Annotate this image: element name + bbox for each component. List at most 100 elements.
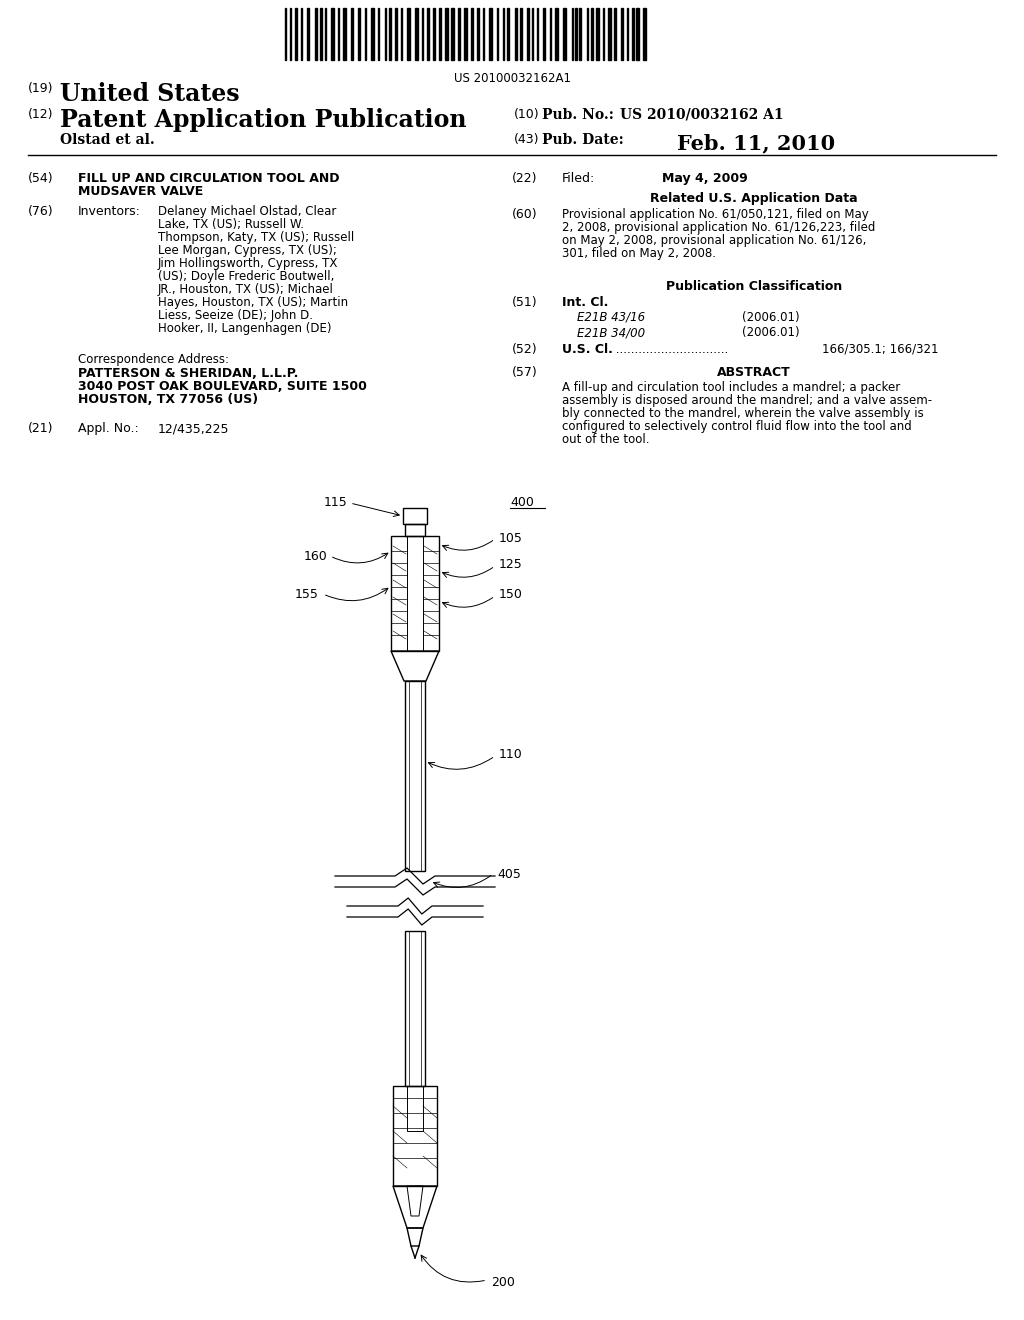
Text: (21): (21) [28,422,53,436]
Bar [580,8,582,59]
Bar [422,8,423,59]
Bar [464,8,467,59]
Bar [445,8,447,59]
Text: Publication Classification: Publication Classification [666,280,842,293]
Text: Filed:: Filed: [562,172,595,185]
Text: 400: 400 [510,496,534,510]
Text: 166/305.1; 166/321: 166/305.1; 166/321 [822,343,939,356]
Text: Related U.S. Application Data: Related U.S. Application Data [650,191,858,205]
Text: Liess, Seeize (DE); John D.: Liess, Seeize (DE); John D. [158,309,313,322]
Bar [608,8,610,59]
Text: Int. Cl.: Int. Cl. [562,296,608,309]
Bar [613,8,616,59]
Text: Pub. Date:: Pub. Date: [542,133,624,147]
Bar [602,8,604,59]
Text: 2, 2008, provisional application No. 61/126,223, filed: 2, 2008, provisional application No. 61/… [562,220,876,234]
Bar [393,1086,437,1185]
Bar [489,8,492,59]
Bar [406,931,425,1086]
Bar [477,8,479,59]
Bar [357,8,359,59]
Text: ABSTRACT: ABSTRACT [717,366,791,379]
Bar [389,8,391,59]
Text: (2006.01): (2006.01) [742,326,800,339]
Text: 115: 115 [324,495,347,508]
Text: PATTERSON & SHERIDAN, L.L.P.: PATTERSON & SHERIDAN, L.L.P. [78,367,298,380]
Text: (12): (12) [28,108,53,121]
Text: (US); Doyle Frederic Boutwell,: (US); Doyle Frederic Boutwell, [158,271,335,282]
Text: 125: 125 [499,558,522,572]
Bar [562,8,565,59]
Bar [636,8,639,59]
Bar [575,8,577,59]
Bar [643,8,646,59]
Text: United States: United States [60,82,240,106]
Text: HOUSTON, TX 77056 (US): HOUSTON, TX 77056 (US) [78,393,258,407]
Bar [295,8,297,59]
Bar [458,8,460,59]
Text: Hayes, Houston, TX (US); Martin: Hayes, Houston, TX (US); Martin [158,296,348,309]
Bar [415,8,418,59]
Text: configured to selectively control fluid flow into the tool and: configured to selectively control fluid … [562,420,911,433]
Bar [527,8,529,59]
Text: US 2010/0032162 A1: US 2010/0032162 A1 [620,108,783,121]
Text: A fill-up and circulation tool includes a mandrel; a packer: A fill-up and circulation tool includes … [562,381,900,393]
Text: Correspondence Address:: Correspondence Address: [78,352,229,366]
Text: (57): (57) [512,366,538,379]
Text: 110: 110 [499,748,522,762]
Bar [555,8,558,59]
Text: Jim Hollingsworth, Cypress, TX: Jim Hollingsworth, Cypress, TX [158,257,338,271]
Text: Lake, TX (US); Russell W.: Lake, TX (US); Russell W. [158,218,304,231]
Bar [409,681,421,871]
Text: Lee Morgan, Cypress, TX (US);: Lee Morgan, Cypress, TX (US); [158,244,337,257]
Text: (10): (10) [514,108,540,121]
Text: Provisional application No. 61/050,121, filed on May: Provisional application No. 61/050,121, … [562,209,868,220]
Text: (60): (60) [512,209,538,220]
Text: 150: 150 [499,589,523,602]
Text: US 20100032162A1: US 20100032162A1 [454,73,571,84]
Bar [433,8,435,59]
Text: 12/435,225: 12/435,225 [158,422,229,436]
Text: 155: 155 [295,589,319,602]
Bar [515,8,516,59]
Text: MUDSAVER VALVE: MUDSAVER VALVE [78,185,203,198]
Text: 405: 405 [497,867,521,880]
Bar [406,524,425,536]
Text: (2006.01): (2006.01) [742,312,800,323]
Bar [306,8,309,59]
Text: 105: 105 [499,532,523,544]
Bar [406,681,425,871]
Bar [537,8,539,59]
Bar [351,8,353,59]
Text: (76): (76) [28,205,53,218]
Bar [544,8,546,59]
Text: 301, filed on May 2, 2008.: 301, filed on May 2, 2008. [562,247,716,260]
Text: bly connected to the mandrel, wherein the valve assembly is: bly connected to the mandrel, wherein th… [562,407,924,420]
Bar [596,8,599,59]
Text: (43): (43) [514,133,540,147]
Text: Delaney Michael Olstad, Clear: Delaney Michael Olstad, Clear [158,205,336,218]
Bar [407,536,423,651]
Bar [325,8,327,59]
Text: assembly is disposed around the mandrel; and a valve assem-: assembly is disposed around the mandrel;… [562,393,932,407]
Text: E21B 43/16: E21B 43/16 [577,312,645,323]
Text: JR., Houston, TX (US); Michael: JR., Houston, TX (US); Michael [158,282,334,296]
Bar [508,8,509,59]
Text: FILL UP AND CIRCULATION TOOL AND: FILL UP AND CIRCULATION TOOL AND [78,172,340,185]
Bar [407,1086,423,1131]
Text: Thompson, Katy, TX (US); Russell: Thompson, Katy, TX (US); Russell [158,231,354,244]
Bar [314,8,317,59]
Bar [407,8,410,59]
Text: (54): (54) [28,172,53,185]
Text: U.S. Cl.: U.S. Cl. [562,343,613,356]
Bar [471,8,473,59]
Bar [403,508,427,524]
Bar [592,8,593,59]
Bar [409,931,421,1086]
Text: ..............................: .............................. [612,343,732,356]
Text: Inventors:: Inventors: [78,205,141,218]
Bar [520,8,521,59]
Bar [452,8,454,59]
Text: 160: 160 [303,550,327,564]
Text: 3040 POST OAK BOULEVARD, SUITE 1500: 3040 POST OAK BOULEVARD, SUITE 1500 [78,380,367,393]
